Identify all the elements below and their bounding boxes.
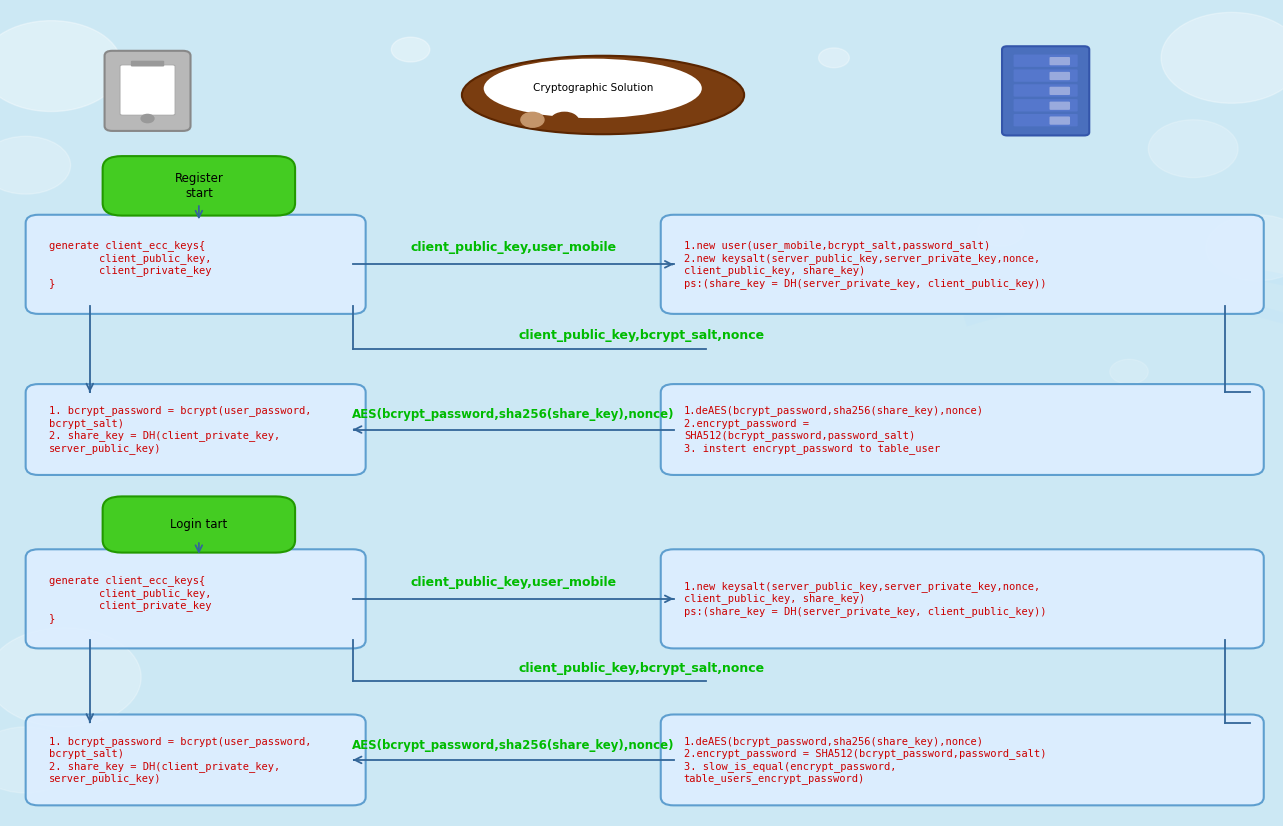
FancyBboxPatch shape (26, 215, 366, 314)
FancyBboxPatch shape (1049, 72, 1070, 80)
FancyBboxPatch shape (661, 549, 1264, 648)
Circle shape (1110, 359, 1148, 384)
Text: AES(bcrypt_password,sha256(share_key),nonce): AES(bcrypt_password,sha256(share_key),no… (352, 738, 675, 752)
Circle shape (1161, 12, 1283, 103)
Circle shape (0, 21, 122, 112)
Text: Register
start: Register start (174, 172, 223, 200)
FancyBboxPatch shape (1014, 55, 1078, 67)
FancyBboxPatch shape (1049, 87, 1070, 95)
FancyBboxPatch shape (103, 156, 295, 216)
Circle shape (0, 136, 71, 194)
Circle shape (521, 112, 544, 127)
Text: AES(bcrypt_password,sha256(share_key),nonce): AES(bcrypt_password,sha256(share_key),no… (352, 408, 675, 421)
Circle shape (618, 101, 665, 131)
Text: Cryptographic Solution: Cryptographic Solution (532, 83, 653, 93)
FancyBboxPatch shape (1049, 57, 1070, 65)
Text: generate client_ecc_keys{
        client_public_key,
        client_private_key
: generate client_ecc_keys{ client_public_… (49, 575, 212, 623)
FancyBboxPatch shape (103, 496, 295, 553)
FancyBboxPatch shape (131, 61, 164, 67)
FancyBboxPatch shape (1014, 99, 1078, 112)
FancyBboxPatch shape (26, 384, 366, 475)
Circle shape (391, 37, 430, 62)
Circle shape (0, 727, 77, 793)
Text: 1.deAES(bcrypt_password,sha256(share_key),nonce)
2.encrypt_password = SHA512(bcr: 1.deAES(bcrypt_password,sha256(share_key… (684, 736, 1047, 784)
Text: client_public_key,user_mobile: client_public_key,user_mobile (411, 241, 616, 254)
Text: 1.deAES(bcrypt_password,sha256(share_key),nonce)
2.encrypt_password =
SHA512(bcr: 1.deAES(bcrypt_password,sha256(share_key… (684, 406, 984, 453)
Text: Login tart: Login tart (171, 518, 227, 531)
FancyBboxPatch shape (26, 549, 366, 648)
Text: client_public_key,bcrypt_salt,nonce: client_public_key,bcrypt_salt,nonce (518, 662, 765, 675)
Circle shape (141, 114, 154, 122)
FancyBboxPatch shape (1014, 69, 1078, 82)
Text: client_public_key,user_mobile: client_public_key,user_mobile (411, 576, 616, 589)
Circle shape (1148, 120, 1238, 178)
Text: 1. bcrypt_password = bcrypt(user_password,
bcrypt_salt)
2. share_key = DH(client: 1. bcrypt_password = bcrypt(user_passwor… (49, 406, 312, 453)
FancyBboxPatch shape (105, 50, 191, 131)
FancyBboxPatch shape (1049, 116, 1070, 125)
Circle shape (1206, 215, 1283, 281)
FancyBboxPatch shape (26, 714, 366, 805)
Ellipse shape (484, 59, 702, 118)
Text: 1.new user(user_mobile,bcrypt_salt,password_salt)
2.new keysalt(server_public_ke: 1.new user(user_mobile,bcrypt_salt,passw… (684, 240, 1047, 288)
Text: 1.new keysalt(server_public_key,server_private_key,nonce,
client_public_key, sha: 1.new keysalt(server_public_key,server_p… (684, 581, 1047, 617)
Text: 1. bcrypt_password = bcrypt(user_password,
bcrypt_salt)
2. share_key = DH(client: 1. bcrypt_password = bcrypt(user_passwor… (49, 736, 312, 784)
Circle shape (0, 628, 141, 727)
FancyBboxPatch shape (661, 384, 1264, 475)
Ellipse shape (462, 56, 744, 134)
Circle shape (978, 216, 1024, 246)
Circle shape (819, 48, 849, 68)
FancyBboxPatch shape (1049, 102, 1070, 110)
FancyBboxPatch shape (1014, 114, 1078, 126)
FancyBboxPatch shape (121, 64, 174, 115)
FancyBboxPatch shape (661, 714, 1264, 805)
FancyBboxPatch shape (1014, 84, 1078, 97)
Text: client_public_key,bcrypt_salt,nonce: client_public_key,bcrypt_salt,nonce (518, 330, 765, 342)
Text: generate client_ecc_keys{
        client_public_key,
        client_private_key
: generate client_ecc_keys{ client_public_… (49, 240, 212, 288)
FancyBboxPatch shape (661, 215, 1264, 314)
FancyBboxPatch shape (1002, 46, 1089, 135)
Circle shape (550, 112, 579, 131)
